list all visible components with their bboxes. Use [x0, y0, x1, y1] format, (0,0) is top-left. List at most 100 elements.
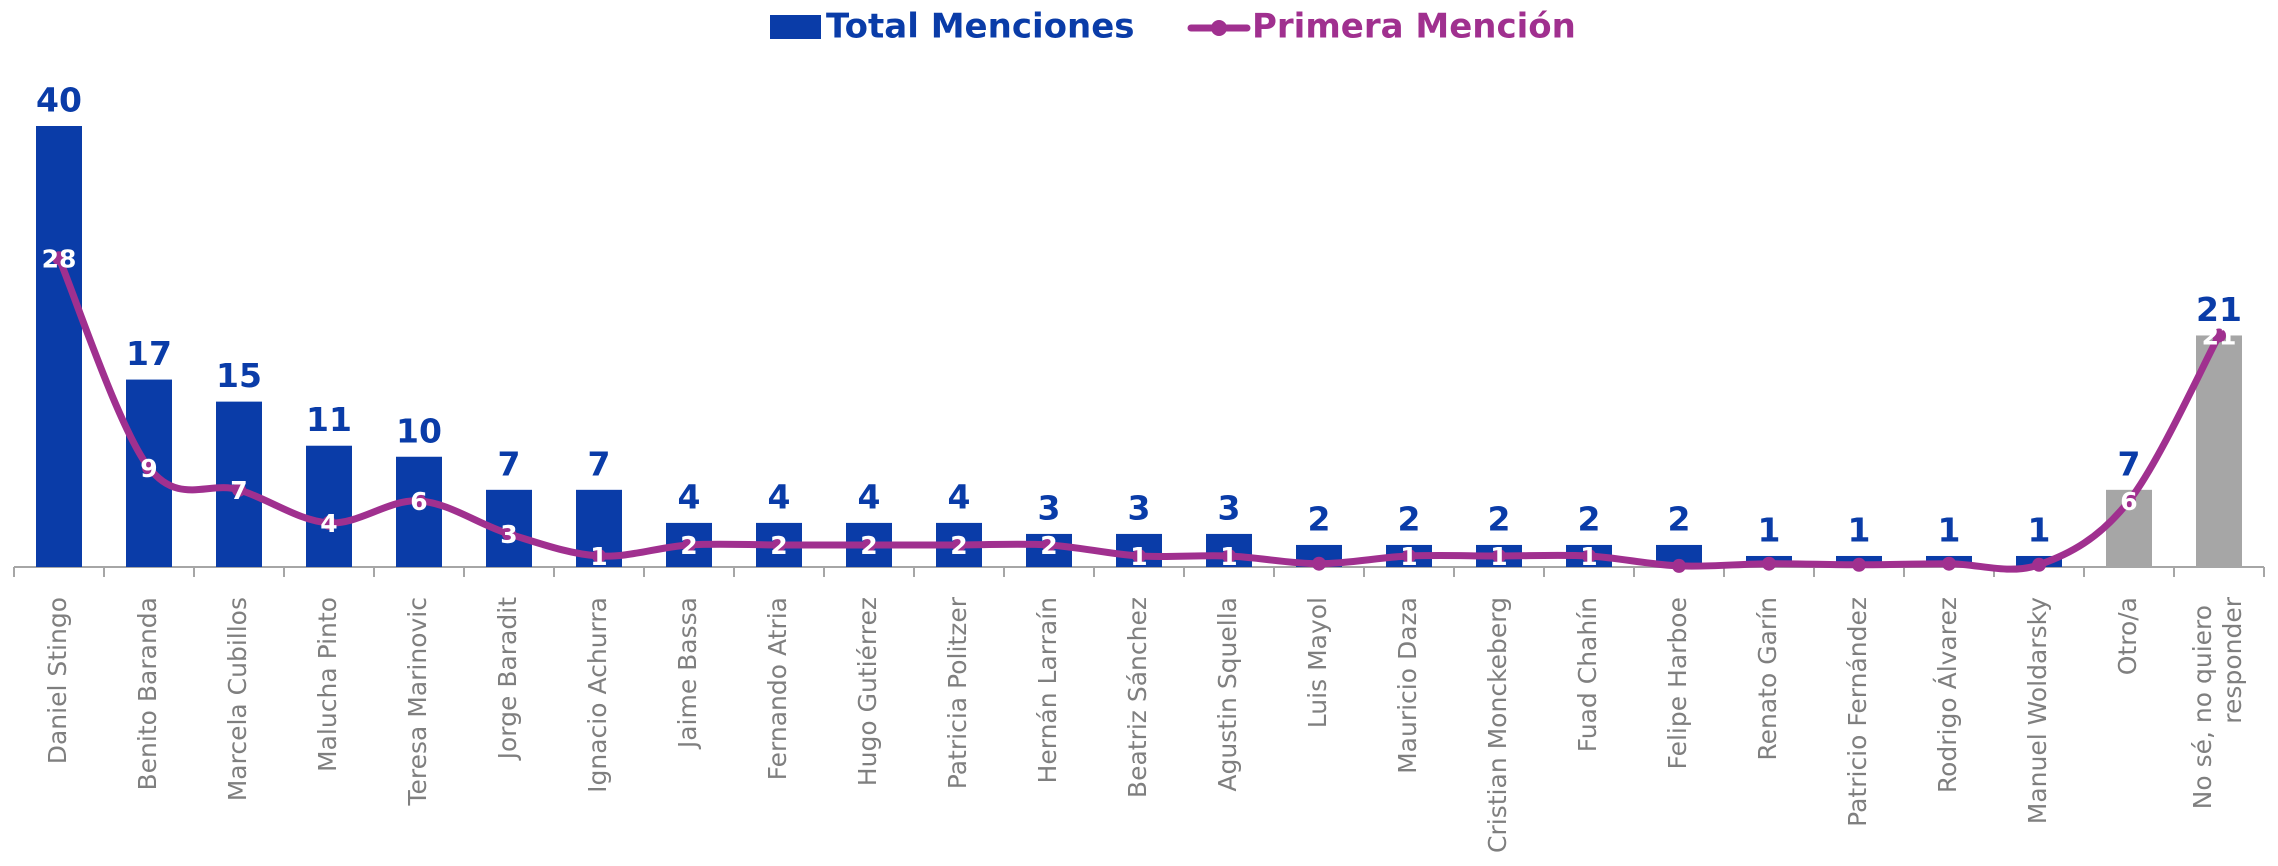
line-point: [1762, 556, 1776, 571]
line-point: [1852, 557, 1866, 572]
line-value-label: 1: [1580, 542, 1597, 571]
line-point: [2122, 493, 2136, 508]
bar: [396, 456, 442, 567]
bar-value-label: 40: [36, 81, 82, 120]
x-tick-label: Teresa Marinovic: [403, 597, 432, 807]
bar-value-label: 3: [1218, 488, 1241, 527]
line-point: [1132, 548, 1146, 563]
line-point: [142, 460, 156, 475]
x-tick-label: Jaime Bassa: [673, 597, 702, 750]
bar-value-label: 4: [948, 477, 971, 516]
bar-value-label: 2: [1578, 499, 1601, 538]
bar: [1656, 544, 1702, 567]
x-tick-label: No sé, no quiero responder: [2188, 596, 2247, 809]
line-point: [1942, 556, 1956, 571]
bar-value-label: 3: [1038, 488, 1061, 527]
x-tick-label: Otro/a: [2113, 597, 2142, 675]
bar-value-label: 21: [2196, 290, 2242, 329]
line-point: [1492, 548, 1506, 563]
line-point: [1402, 548, 1416, 563]
x-tick-label: Malucha Pinto: [313, 597, 342, 772]
line-value-label: 1: [1130, 542, 1147, 571]
line-value-label: 2: [770, 531, 787, 560]
line-value-label: 1: [1220, 542, 1237, 571]
bar-value-label: 3: [1128, 488, 1151, 527]
line-point: [502, 526, 516, 541]
bar-value-label: 1: [1938, 510, 1961, 549]
line-point: [322, 515, 336, 530]
line-value-label: 1: [1490, 542, 1507, 571]
x-tick-label: Agustin Squella: [1213, 597, 1242, 792]
line-point: [232, 482, 246, 497]
x-tick-label: Renato Garín: [1753, 597, 1782, 761]
line-value-label: 2: [950, 531, 967, 560]
line-value-label: 1: [1400, 542, 1417, 571]
bar-value-label: 7: [2118, 444, 2141, 483]
x-tick-label: Cristian Monckeberg: [1483, 597, 1512, 853]
line-value-label: 28: [42, 244, 77, 273]
x-tick-label: Beatriz Sánchez: [1123, 597, 1152, 798]
line-point: [1582, 548, 1596, 563]
line-point: [1672, 558, 1686, 573]
line-point: [2032, 557, 2046, 572]
x-tick-label: Rodrigo Álvarez: [1933, 597, 1962, 793]
line-value-label: 7: [230, 476, 247, 505]
line-point: [1042, 537, 1056, 552]
line-value-label: 1: [590, 542, 607, 571]
x-tick-label: Benito Baranda: [133, 597, 162, 790]
x-tick-label: Felipe Harboe: [1663, 597, 1692, 769]
line-point: [2212, 328, 2226, 343]
bar-value-label: 4: [678, 477, 701, 516]
line-value-label: 6: [2120, 487, 2137, 516]
bar-value-label: 2: [1488, 499, 1511, 538]
bar-value-label: 1: [1758, 510, 1781, 549]
line-value-label: 2: [860, 531, 877, 560]
x-tick-label: Luis Mayol: [1303, 597, 1332, 728]
line-point: [52, 251, 66, 266]
bar-value-label: 2: [1308, 499, 1331, 538]
bar-value-label: 4: [768, 477, 791, 516]
legend-line-dot: [1211, 20, 1227, 36]
line-value-label: 2: [1040, 531, 1057, 560]
line-value-label: 21: [2202, 321, 2237, 350]
x-tick-label: Mauricio Daza: [1393, 597, 1422, 774]
bar-value-label: 10: [396, 411, 442, 450]
line-point: [952, 537, 966, 552]
x-tick-label: Jorge Baradit: [493, 597, 522, 762]
x-tick-label: Fuad Chahín: [1573, 597, 1602, 752]
x-tick-label: Ignacio Achurra: [583, 597, 612, 793]
line-value-label: 3: [500, 520, 517, 549]
bar-value-label: 1: [1848, 510, 1871, 549]
x-tick-label: Hugo Gutiérrez: [853, 597, 882, 786]
legend-bar-swatch: [770, 15, 821, 39]
legend-label: Total Menciones: [826, 7, 1135, 47]
x-tick-label: Daniel Stingo: [43, 597, 72, 764]
line-value-label: 6: [410, 487, 427, 516]
bar-value-label: 7: [498, 444, 521, 483]
line-point: [772, 537, 786, 552]
x-tick-label: Marcela Cubillos: [223, 597, 252, 801]
x-tick-label: Patricia Politzer: [943, 596, 972, 789]
bar-value-label: 17: [126, 334, 172, 373]
legend-label: Primera Mención: [1252, 7, 1576, 47]
line-value-label: 2: [680, 531, 697, 560]
bar-value-label: 4: [858, 477, 881, 516]
x-tick-label: Patricio Fernández: [1843, 597, 1872, 827]
line-point: [592, 548, 606, 563]
line-value-label: 4: [320, 509, 337, 538]
line-point: [1222, 548, 1236, 563]
bar: [2196, 335, 2242, 567]
bar-value-label: 7: [588, 444, 611, 483]
bar-value-label: 15: [216, 356, 262, 395]
x-tick-label: Hernán Larraín: [1033, 597, 1062, 783]
bar: [36, 126, 82, 567]
bar-value-label: 2: [1398, 499, 1421, 538]
bar-value-label: 2: [1668, 499, 1691, 538]
bar: [306, 445, 352, 567]
bar-value-label: 11: [306, 400, 352, 439]
bar-value-label: 1: [2028, 510, 2051, 549]
x-tick-label: Fernando Atria: [763, 597, 792, 780]
line-point: [412, 493, 426, 508]
line-point: [862, 537, 876, 552]
